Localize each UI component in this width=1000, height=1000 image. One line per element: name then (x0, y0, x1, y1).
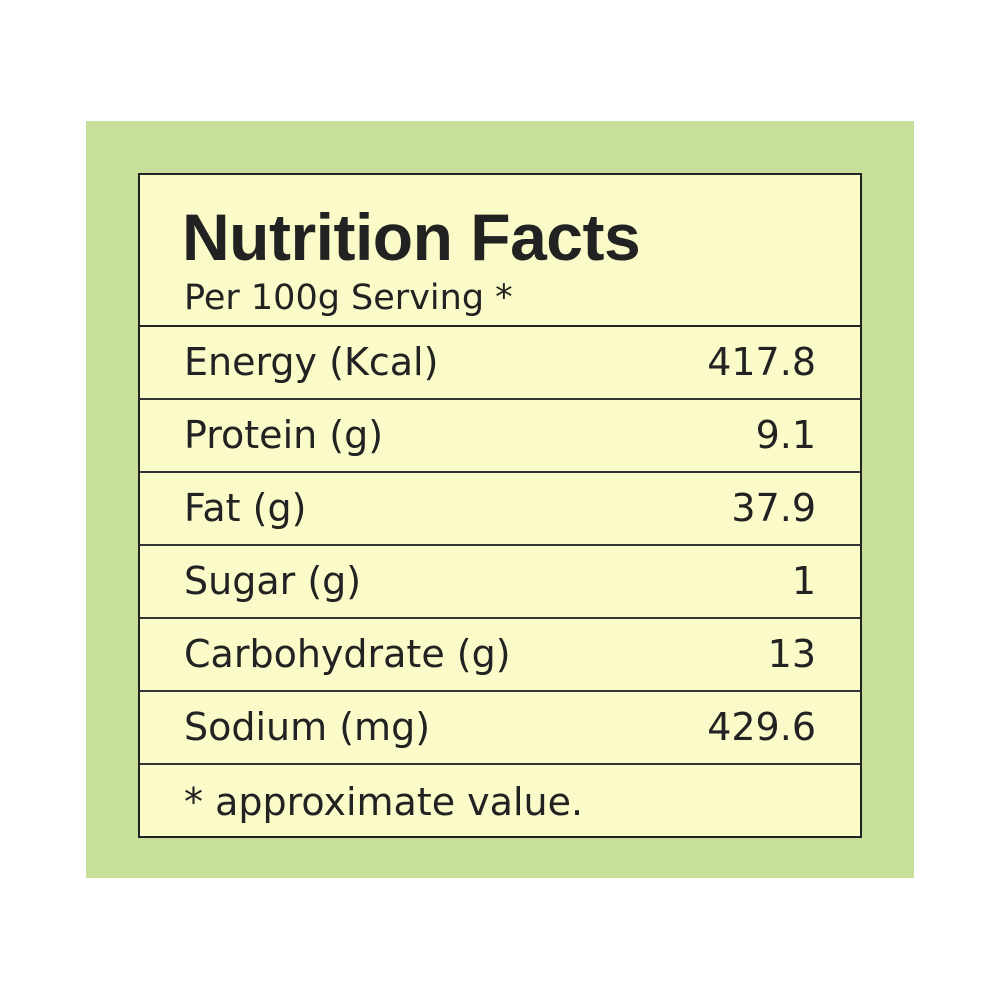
nutrient-row-sugar: Sugar (g) 1 (140, 546, 860, 619)
nutrient-value: 1 (791, 559, 816, 603)
label-header: Nutrition Facts Per 100g Serving * (140, 175, 860, 327)
nutrient-row-energy: Energy (Kcal) 417.8 (140, 327, 860, 400)
nutrient-value: 13 (767, 632, 816, 676)
nutrient-row-sodium: Sodium (mg) 429.6 (140, 692, 860, 765)
nutrient-name: Sugar (g) (184, 559, 362, 603)
nutrient-name: Protein (g) (184, 413, 384, 457)
nutrient-value: 37.9 (731, 486, 816, 530)
serving-size-text: Per 100g Serving * (184, 278, 513, 318)
nutrient-value: 429.6 (707, 705, 816, 749)
nutrient-value: 417.8 (707, 340, 816, 384)
nutrient-name: Fat (g) (184, 486, 307, 530)
nutrient-table: Energy (Kcal) 417.8 Protein (g) 9.1 Fat … (140, 327, 860, 765)
label-title: Nutrition Facts (182, 200, 641, 274)
nutrient-row-protein: Protein (g) 9.1 (140, 400, 860, 473)
nutrient-value: 9.1 (755, 413, 816, 457)
nutrient-name: Sodium (mg) (184, 705, 431, 749)
footnote-text: * approximate value. (184, 780, 584, 824)
nutrition-facts-label: Nutrition Facts Per 100g Serving * Energ… (138, 173, 862, 838)
nutrient-name: Carbohydrate (g) (184, 632, 511, 676)
nutrient-row-fat: Fat (g) 37.9 (140, 473, 860, 546)
nutrient-name: Energy (Kcal) (184, 340, 439, 384)
nutrient-row-carbohydrate: Carbohydrate (g) 13 (140, 619, 860, 692)
